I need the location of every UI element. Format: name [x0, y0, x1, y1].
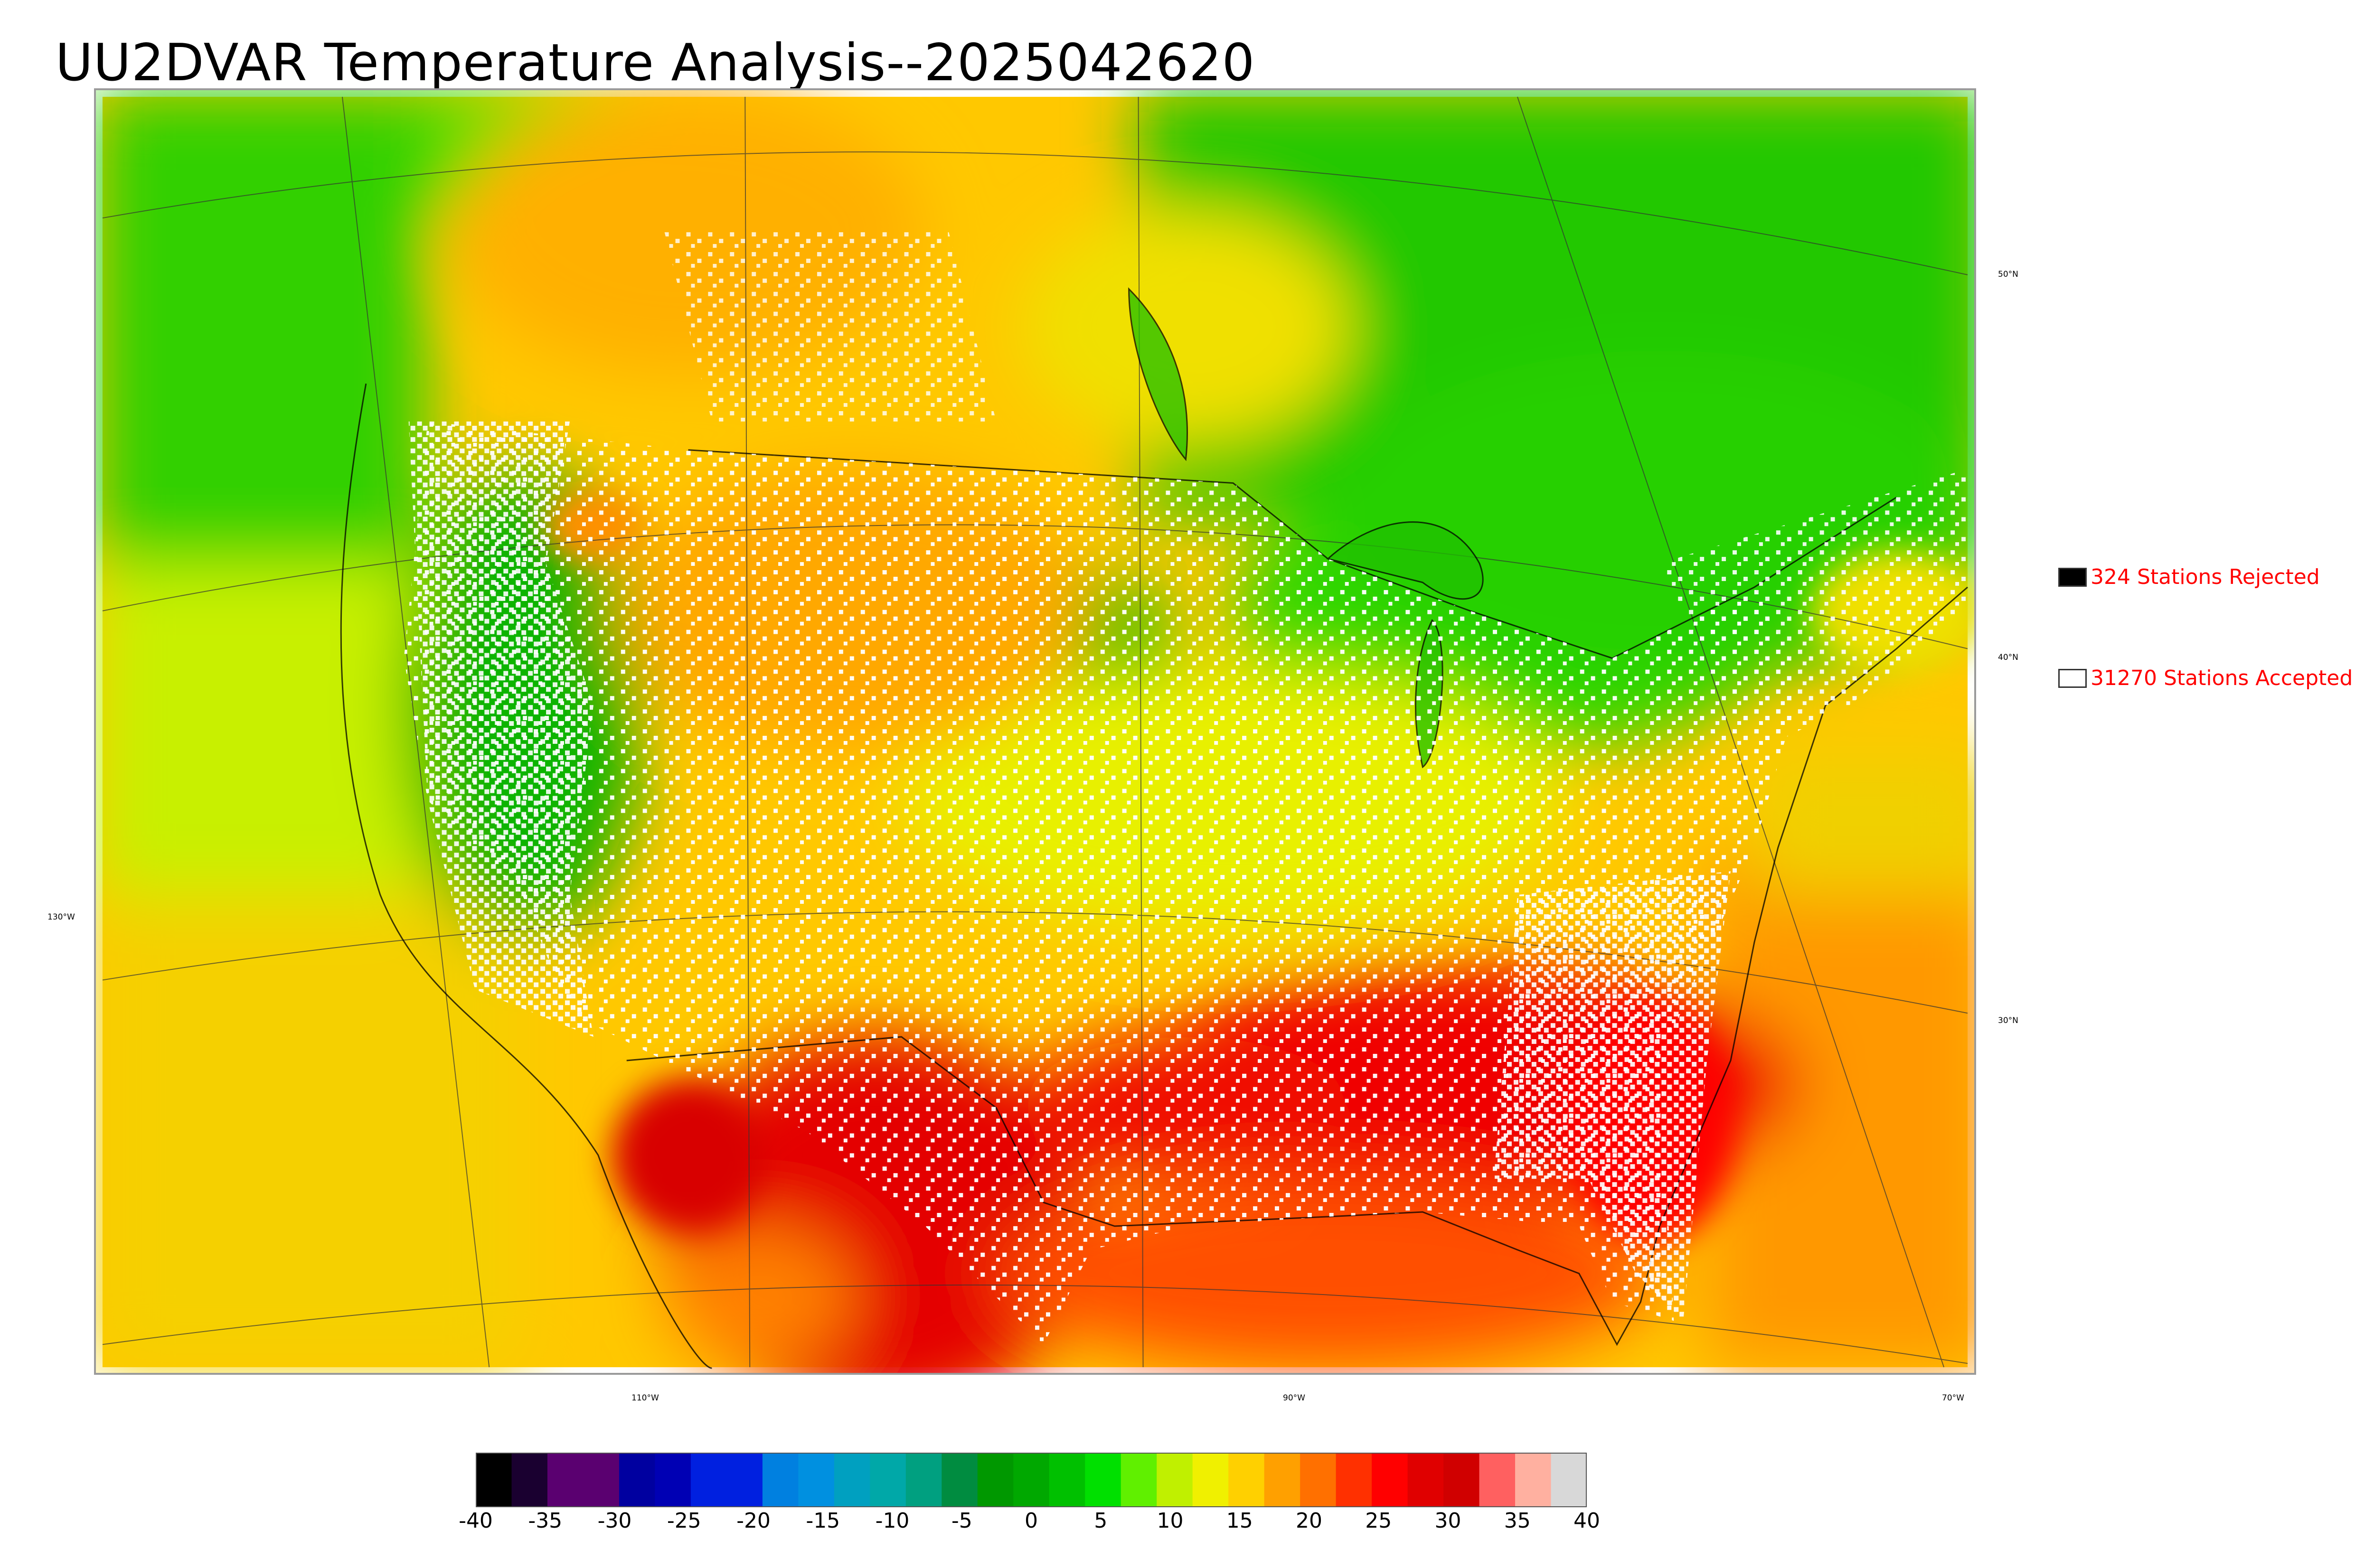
temperature-map[interactable] — [94, 88, 1976, 1375]
rejected-swatch — [2058, 567, 2087, 587]
temperature-field — [96, 90, 1974, 1373]
colorbar-segment — [1085, 1453, 1121, 1507]
legend-rejected: 324 Stations Rejected — [2058, 565, 2320, 589]
map-title: UU2DVAR Temperature Analysis--2025042620 — [55, 33, 1255, 93]
colorbar-segment — [547, 1453, 584, 1507]
legend-accepted: 31270 Stations Accepted — [2058, 666, 2353, 690]
colorbar-segment — [1443, 1453, 1480, 1507]
colorbar-tick-label: 0 — [1025, 1509, 1038, 1533]
colorbar-segment — [726, 1453, 763, 1507]
colorbar-tick-label: 35 — [1504, 1509, 1531, 1533]
colorbar-segment — [1192, 1453, 1229, 1507]
colorbar-segment — [1515, 1453, 1552, 1507]
colorbar-segment — [655, 1453, 691, 1507]
colorbar-tick-label: 25 — [1365, 1509, 1392, 1533]
accepted-swatch — [2058, 668, 2087, 688]
colorbar-segment — [1551, 1453, 1587, 1507]
accepted-label: 31270 Stations Accepted — [2091, 666, 2353, 690]
colorbar-segment — [1157, 1453, 1193, 1507]
lat-label-30: 30°N — [1998, 1016, 2018, 1025]
lat-label-40: 40°N — [1998, 653, 2018, 662]
station-markers — [404, 232, 1968, 1345]
lon-label-110: 110°W — [631, 1393, 659, 1403]
colorbar-tick-label: 40 — [1573, 1509, 1600, 1533]
colorbar-segment — [1407, 1453, 1444, 1507]
colorbar-segment — [1300, 1453, 1337, 1507]
colorbar-segment — [511, 1453, 548, 1507]
colorbar-tick-label: -15 — [806, 1509, 840, 1533]
colorbar-segment — [476, 1453, 512, 1507]
colorbar-tick-label: 15 — [1226, 1509, 1253, 1533]
colorbar-tick-label: -10 — [875, 1509, 910, 1533]
colorbar-segment — [1336, 1453, 1373, 1507]
colorbar-segment — [834, 1453, 871, 1507]
colorbar-segment — [1264, 1453, 1301, 1507]
colorbar-segment — [1013, 1453, 1050, 1507]
colorbar-tick-label: -20 — [736, 1509, 771, 1533]
colorbar-tick-label: 5 — [1094, 1509, 1108, 1533]
colorbar-segment — [690, 1453, 727, 1507]
lon-label-130: 130°W — [47, 912, 75, 922]
colorbar-segment — [1049, 1453, 1086, 1507]
colorbar-tick-label: 10 — [1157, 1509, 1184, 1533]
rejected-label: 324 Stations Rejected — [2091, 565, 2320, 589]
colorbar-gradient — [476, 1453, 1587, 1507]
colorbar-tick-label: -5 — [951, 1509, 972, 1533]
colorbar-segment — [870, 1453, 906, 1507]
colorbar-segment — [905, 1453, 942, 1507]
colorbar-segment — [619, 1453, 656, 1507]
lon-label-90: 90°W — [1283, 1393, 1305, 1403]
colorbar-segment — [977, 1453, 1014, 1507]
colorbar-tick-label: 30 — [1434, 1509, 1461, 1533]
colorbar-tick-label: -35 — [528, 1509, 563, 1533]
colorbar-segment — [1372, 1453, 1408, 1507]
lon-label-70: 70°W — [1942, 1393, 1964, 1403]
colorbar-segment — [798, 1453, 835, 1507]
colorbar-segment — [942, 1453, 978, 1507]
colorbar-tick-label: -30 — [597, 1509, 632, 1533]
colorbar-tick-label: -40 — [459, 1509, 493, 1533]
colorbar — [476, 1453, 1587, 1507]
colorbar-tick-label: -25 — [667, 1509, 701, 1533]
lat-label-50: 50°N — [1998, 270, 2018, 279]
colorbar-segment — [1121, 1453, 1158, 1507]
colorbar-segment — [1228, 1453, 1265, 1507]
colorbar-segment — [1479, 1453, 1516, 1507]
colorbar-segment — [583, 1453, 620, 1507]
colorbar-segment — [762, 1453, 799, 1507]
colorbar-tick-label: 20 — [1296, 1509, 1322, 1533]
